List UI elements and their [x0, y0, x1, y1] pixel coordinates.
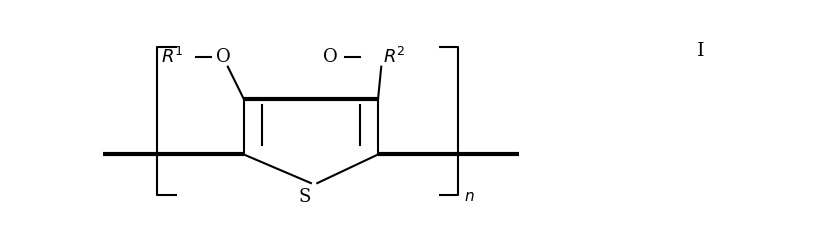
- Text: I: I: [697, 42, 705, 60]
- Text: O: O: [216, 48, 231, 66]
- Text: O: O: [323, 48, 337, 66]
- Text: $n$: $n$: [464, 190, 474, 204]
- Text: S: S: [299, 188, 311, 206]
- Text: $R^2$: $R^2$: [383, 47, 405, 67]
- Text: $R^1$: $R^1$: [161, 47, 183, 67]
